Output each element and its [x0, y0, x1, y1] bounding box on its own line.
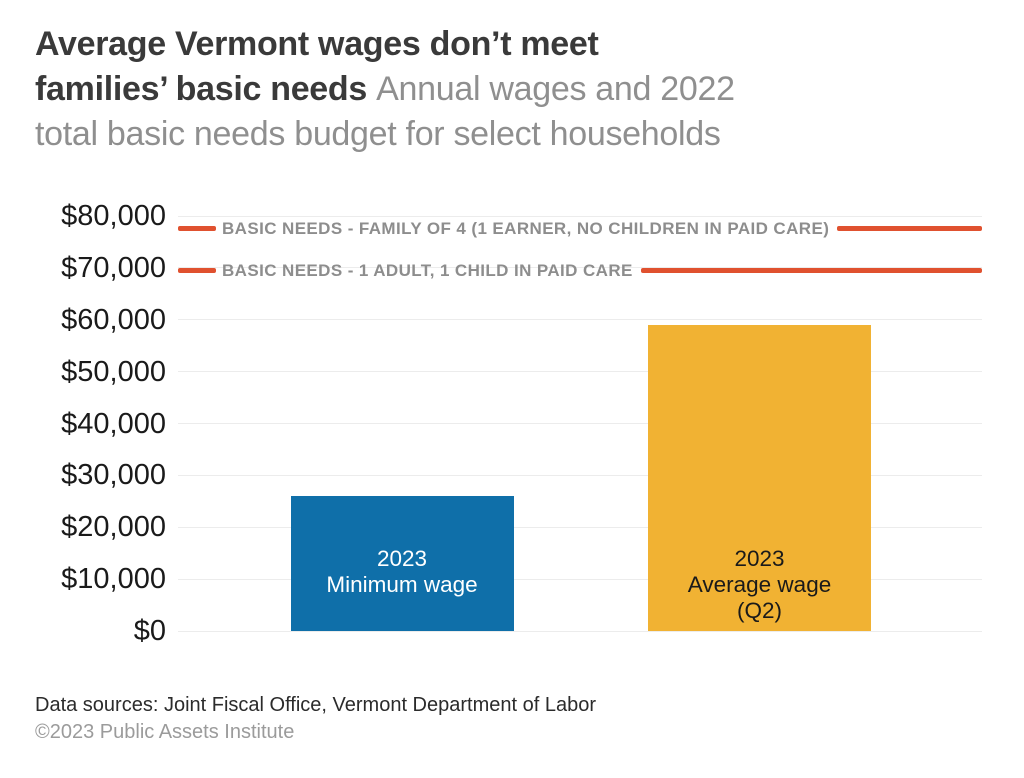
chart-footer: Data sources: Joint Fiscal Office, Vermo… [35, 692, 596, 746]
title-line-2: families’ basic needs Annual wages and 2… [35, 67, 995, 112]
bar-label-line: (Q2) [737, 598, 782, 623]
y-tick-label: $60,000 [61, 303, 166, 336]
gridline [178, 215, 982, 217]
reference-line-rule [837, 226, 982, 232]
bar-label-line: Minimum wage [326, 572, 478, 597]
y-tick-label: $70,000 [61, 251, 166, 284]
reference-line-label: BASIC NEEDS - FAMILY OF 4 (1 EARNER, NO … [222, 218, 830, 238]
y-tick-label: $0 [133, 615, 166, 647]
gridline [178, 267, 982, 269]
copyright-note: ©2023 Public Assets Institute [35, 721, 295, 743]
data-sources-note: Data sources: Joint Fiscal Office, Vermo… [35, 694, 596, 716]
y-tick-label: $10,000 [61, 563, 166, 596]
subtitle-segment-3: total basic needs budget for select hous… [35, 115, 721, 153]
y-tick-label: $30,000 [61, 459, 166, 492]
bar-label-line: 2023 [734, 546, 785, 571]
gridline [178, 474, 982, 476]
gridline [178, 578, 982, 580]
reference-line-dash [178, 226, 216, 232]
gridline [178, 630, 982, 632]
bar-label: 2023 Minimum wage [262, 546, 542, 598]
gridline [178, 526, 982, 528]
bar-label-line: 2023 [376, 546, 428, 571]
reference-line: BASIC NEEDS - FAMILY OF 4 (1 EARNER, NO … [178, 217, 982, 241]
title-bold-segment-1: Average Vermont wages don’t meet [35, 25, 599, 63]
bar-label-line: Average wage [687, 572, 832, 597]
bar-label: 2023 Average wage (Q2) [620, 546, 900, 624]
reference-line-label: BASIC NEEDS - 1 ADULT, 1 CHILD IN PAID C… [222, 260, 633, 280]
bar [290, 496, 514, 631]
y-tick-label: $40,000 [61, 407, 166, 440]
title-line-1: Average Vermont wages don’t meet [35, 22, 995, 67]
y-tick-label: $20,000 [61, 511, 166, 544]
subtitle-segment-2: Annual wages and 2022 [376, 70, 735, 108]
gridline [178, 423, 982, 424]
bar [648, 324, 871, 631]
gridline [178, 371, 982, 373]
reference-line-rule [640, 268, 982, 274]
y-tick-label: $50,000 [61, 355, 166, 388]
chart-title-block: Average Vermont wages don’t meet familie… [35, 22, 995, 157]
reference-line-dash [178, 268, 216, 274]
title-bold-segment-2: families’ basic needs [35, 70, 367, 108]
y-tick-label: $80,000 [61, 200, 166, 232]
gridline [178, 319, 982, 321]
reference-line: BASIC NEEDS - 1 ADULT, 1 CHILD IN PAID C… [178, 259, 982, 283]
title-line-3: total basic needs budget for select hous… [35, 112, 995, 157]
